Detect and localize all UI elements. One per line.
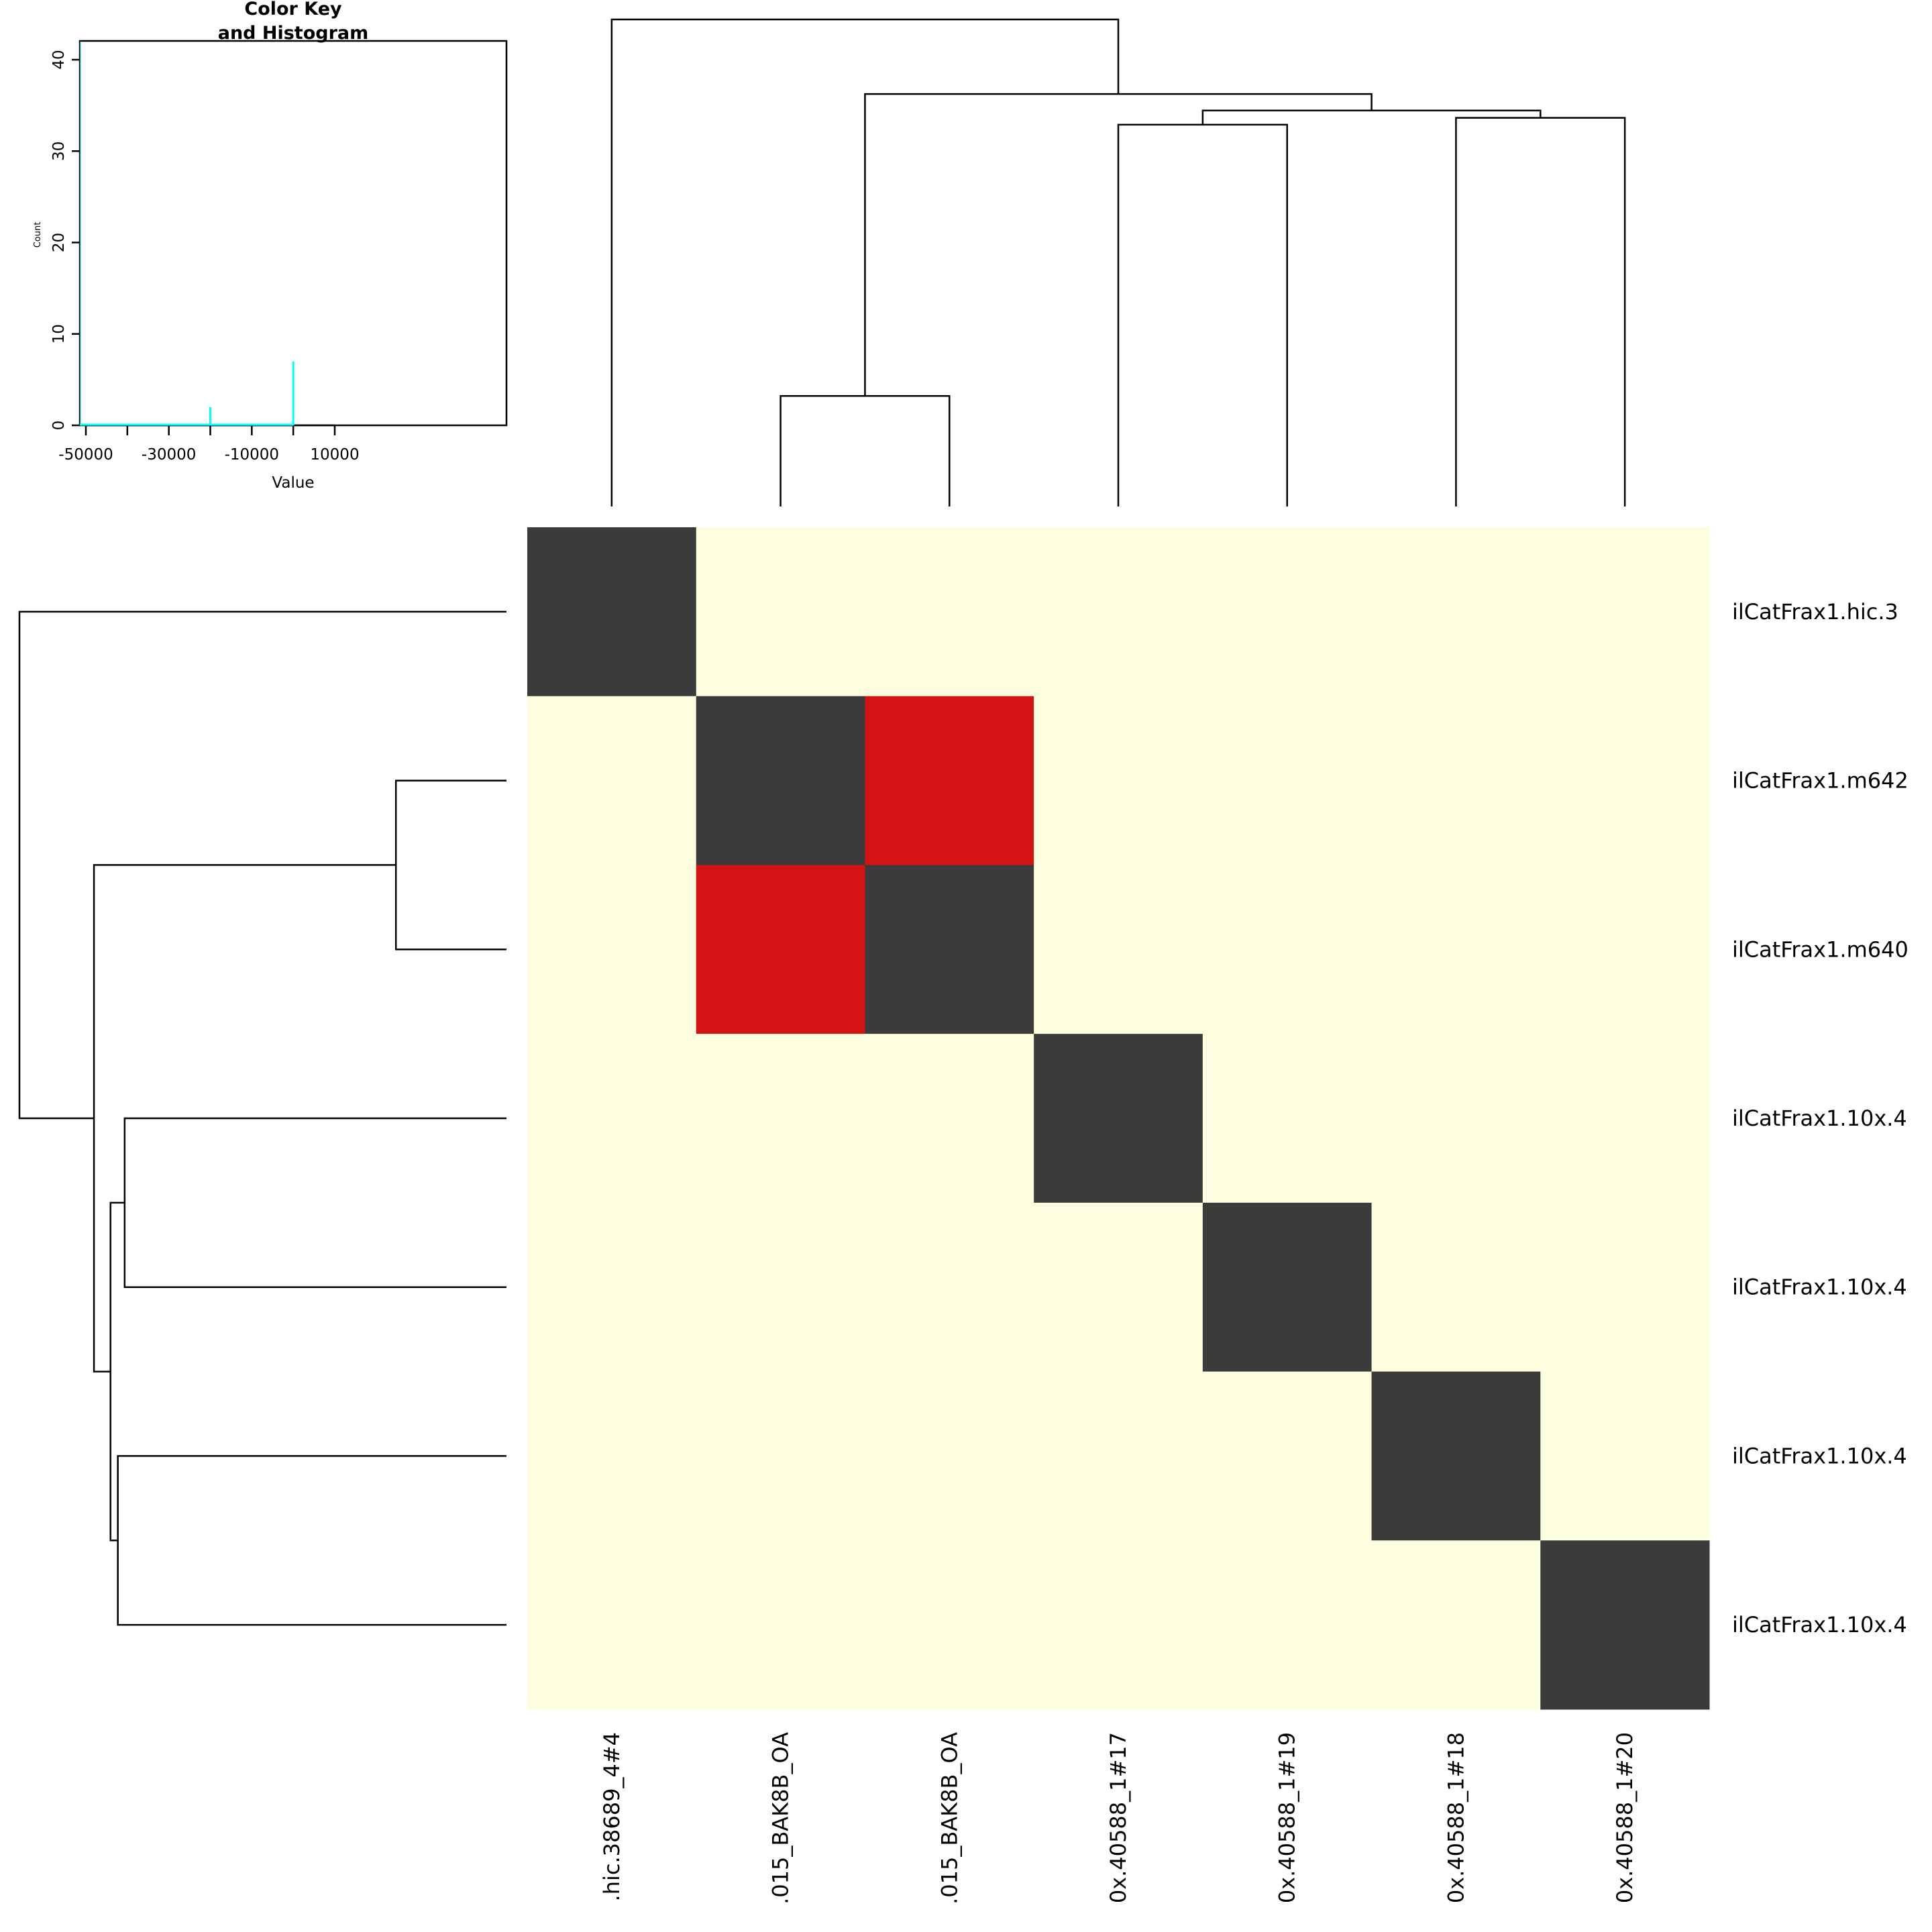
heatmap-cell [865, 1540, 1034, 1710]
x-tick-label: -50000 [58, 446, 113, 464]
column-label: .015_BAK8B_OA [768, 1732, 794, 1904]
color-key-xlabel: Value [272, 474, 314, 492]
heatmap-cell [865, 1034, 1034, 1203]
heatmap-cell [1540, 865, 1710, 1034]
heatmap-cell [1202, 1202, 1373, 1373]
row-label: ilCatFrax1.10x.4 [1732, 1106, 1907, 1131]
column-label: 0x.40588_1#18 [1443, 1732, 1468, 1903]
heatmap-cell [527, 1540, 697, 1710]
heatmap-cell [527, 1371, 697, 1541]
y-tick-label: 0 [50, 421, 68, 431]
y-tick-label: 20 [50, 233, 68, 252]
heatmap-cell [1371, 1540, 1541, 1710]
heatmap-cell [1202, 865, 1373, 1034]
heatmap-cell [865, 1202, 1034, 1373]
heatmap-cell [527, 1202, 697, 1373]
dendrogram-branch [394, 780, 506, 951]
heatmap-cell [1540, 1371, 1710, 1541]
x-tick-label: -10000 [225, 446, 279, 464]
heatmap-cell [1540, 1540, 1710, 1710]
color-key-title-line1: Color Key [244, 0, 342, 19]
heatmap-cell [1034, 1202, 1203, 1373]
heatmap-cell [1034, 1371, 1203, 1541]
row-labels: ilCatFrax1.hic.3 ilCatFrax1.m642 ilCatFrax… [1732, 599, 1909, 1638]
row-dendrogram [18, 610, 506, 1626]
heatmap-cell [696, 865, 865, 1034]
heatmap-cell [1371, 1034, 1541, 1203]
heatmap-cell [696, 527, 865, 697]
heatmap-cell [1371, 865, 1541, 1034]
x-tick-label: -30000 [142, 446, 196, 464]
y-tick-label: 40 [50, 50, 68, 69]
heatmap-cell [865, 1371, 1034, 1541]
heatmap-cell [696, 1034, 865, 1203]
heatmap-cell [1202, 527, 1373, 697]
heatmap-cell [527, 527, 697, 697]
heatmap-cell [1202, 1540, 1373, 1710]
heatmap-cell [1202, 696, 1373, 865]
row-label: ilCatFrax1.m642 [1732, 768, 1909, 794]
heatmap-cell [1034, 696, 1203, 865]
heatmap-cell [1371, 696, 1541, 865]
column-label: .015_BAK8B_OA [936, 1732, 962, 1904]
dendrogram-branch [610, 18, 1120, 506]
y-tick-label: 30 [50, 142, 68, 161]
x-tick-label: 10000 [310, 446, 359, 464]
row-label: ilCatFrax1.10x.4 [1732, 1275, 1907, 1300]
heatmap-cell [696, 1540, 865, 1710]
color-key-histogram: Color Key and Histogram Value Count -500… [33, 0, 508, 492]
heatmap-cells [527, 527, 1710, 1710]
heatmap-cell [527, 1034, 697, 1203]
heatmap-cell [696, 696, 865, 865]
y-tick-label: 10 [50, 324, 68, 343]
column-label: 0x.40588_1#19 [1275, 1732, 1300, 1903]
heatmap-cell [1540, 696, 1710, 865]
heatmap-cell [1540, 1034, 1710, 1203]
heatmap-cell [1034, 1540, 1203, 1710]
dendrogram-branch [117, 1455, 506, 1626]
dendrogram-branch [1117, 123, 1288, 506]
heatmap-cell [1034, 1034, 1203, 1203]
heatmap-cell [527, 696, 697, 865]
heatmap-cell [1371, 527, 1541, 697]
row-label: ilCatFrax1.10x.4 [1732, 1612, 1907, 1638]
heatmap-cell [1202, 1034, 1373, 1203]
heatmap-cell [1202, 1371, 1373, 1541]
heatmap-cell [865, 696, 1034, 865]
heatmap-cell [527, 865, 697, 1034]
dendrogram-branch [18, 610, 506, 1120]
column-label: 0x.40588_1#17 [1106, 1732, 1131, 1903]
column-dendrogram [610, 18, 1626, 506]
heatmap-cell [696, 1202, 865, 1373]
heatmap-cell [865, 865, 1034, 1034]
heatmap-cell [1371, 1202, 1541, 1373]
dendrogram-branch [123, 1117, 506, 1288]
column-label: 0x.40588_1#20 [1612, 1732, 1638, 1903]
row-label: ilCatFrax1.m640 [1732, 936, 1909, 962]
heatmap-cell [865, 527, 1034, 697]
row-label: ilCatFrax1.hic.3 [1732, 599, 1898, 625]
color-key-ylabel: Count [33, 222, 43, 248]
column-label: .hic.38689_4#4 [599, 1732, 625, 1901]
heatmap-cell [1540, 1202, 1710, 1373]
dendrogram-branch [780, 394, 951, 506]
heatmap-cell [1034, 865, 1203, 1034]
dendrogram-branch [1455, 117, 1626, 506]
heatmap-cell [1034, 527, 1203, 697]
column-labels: .hic.38689_4#4 .015_BAK8B_OA .015_BAK8B_OA… [599, 1732, 1638, 1904]
heatmap-cell [1540, 527, 1710, 697]
row-label: ilCatFrax1.10x.4 [1732, 1443, 1907, 1468]
heatmap-cell [1371, 1371, 1541, 1541]
heatmap-cell [696, 1371, 865, 1541]
